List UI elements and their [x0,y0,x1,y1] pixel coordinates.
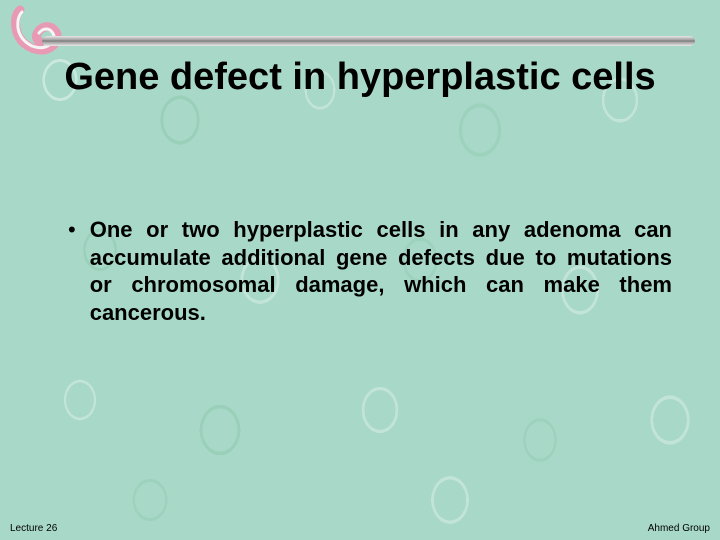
footer-left: Lecture 26 [10,523,57,534]
corner-swirl-icon [8,2,68,62]
bullet-marker: • [68,216,76,244]
bullet-item: • One or two hyperplastic cells in any a… [68,216,672,326]
footer-right: Ahmed Group [648,523,710,534]
slide-title: Gene defect in hyperplastic cells [0,56,720,100]
bullet-block: • One or two hyperplastic cells in any a… [68,216,672,326]
bullet-text: One or two hyperplastic cells in any ade… [90,216,672,326]
divider-bar [42,36,695,46]
